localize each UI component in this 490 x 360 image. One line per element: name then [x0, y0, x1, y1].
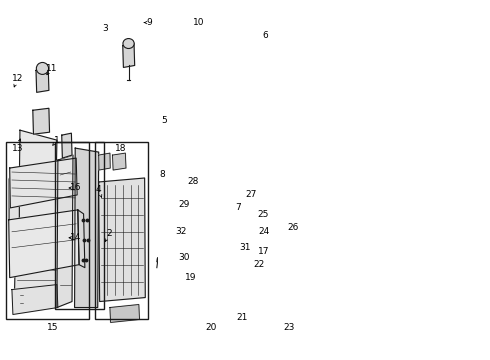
Polygon shape — [193, 315, 210, 357]
Polygon shape — [161, 92, 186, 302]
Text: 20: 20 — [205, 323, 217, 332]
Text: 5: 5 — [161, 116, 167, 125]
Polygon shape — [179, 300, 192, 329]
Text: 25: 25 — [258, 210, 269, 219]
Text: 17: 17 — [258, 247, 269, 256]
Polygon shape — [213, 349, 224, 360]
Polygon shape — [176, 357, 184, 360]
Polygon shape — [12, 285, 58, 315]
Text: 31: 31 — [239, 243, 250, 252]
Text: 24: 24 — [258, 227, 269, 236]
Polygon shape — [9, 210, 79, 278]
Text: 8: 8 — [159, 170, 165, 179]
Text: 15: 15 — [47, 323, 58, 332]
Text: 12: 12 — [12, 74, 23, 83]
Bar — [217, 142, 266, 310]
Polygon shape — [176, 336, 182, 352]
Text: 9: 9 — [147, 18, 152, 27]
Polygon shape — [176, 318, 185, 336]
Text: 23: 23 — [284, 323, 295, 332]
Polygon shape — [113, 153, 126, 170]
Text: 13: 13 — [12, 144, 23, 153]
Text: 22: 22 — [254, 260, 265, 269]
Polygon shape — [123, 44, 135, 67]
Text: 30: 30 — [179, 253, 190, 262]
Polygon shape — [14, 256, 59, 307]
Text: 14: 14 — [70, 233, 81, 242]
Polygon shape — [281, 351, 289, 360]
Ellipse shape — [123, 39, 134, 49]
Circle shape — [228, 291, 231, 301]
Polygon shape — [33, 108, 49, 134]
Polygon shape — [110, 305, 140, 323]
Text: 27: 27 — [245, 190, 256, 199]
Text: 7: 7 — [236, 203, 241, 212]
Polygon shape — [74, 148, 98, 307]
Circle shape — [188, 57, 192, 68]
Bar — [55, 142, 103, 310]
Text: 2: 2 — [106, 229, 112, 238]
Text: 19: 19 — [185, 273, 196, 282]
Polygon shape — [213, 336, 224, 349]
Polygon shape — [62, 133, 72, 158]
Ellipse shape — [36, 62, 49, 75]
Text: 6: 6 — [262, 31, 268, 40]
Polygon shape — [98, 153, 110, 170]
Text: 21: 21 — [237, 313, 248, 322]
FancyBboxPatch shape — [9, 178, 19, 224]
Polygon shape — [18, 130, 57, 262]
Circle shape — [222, 291, 225, 301]
Text: 11: 11 — [46, 64, 57, 73]
Circle shape — [194, 57, 198, 68]
Text: 32: 32 — [175, 227, 186, 236]
Text: 29: 29 — [179, 201, 190, 210]
Text: 18: 18 — [115, 144, 126, 153]
Text: 3: 3 — [102, 24, 108, 33]
Text: 1: 1 — [54, 136, 60, 145]
Bar — [6, 142, 89, 319]
Polygon shape — [57, 155, 73, 307]
Text: 28: 28 — [187, 177, 198, 186]
Text: 10: 10 — [193, 18, 204, 27]
Text: 16: 16 — [70, 184, 82, 193]
Text: 4: 4 — [96, 185, 101, 194]
Bar — [96, 142, 148, 319]
Polygon shape — [36, 68, 49, 92]
Polygon shape — [10, 158, 77, 208]
Text: 26: 26 — [287, 223, 299, 232]
Polygon shape — [98, 178, 145, 302]
Polygon shape — [78, 210, 85, 268]
